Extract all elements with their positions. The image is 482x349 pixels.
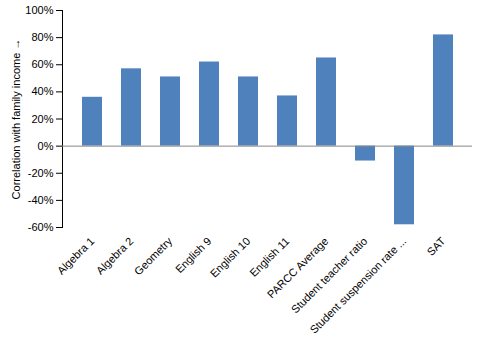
svg-text:Student teacher ratio: Student teacher ratio <box>289 235 370 316</box>
svg-text:Algebra 2: Algebra 2 <box>94 235 136 277</box>
svg-text:0%: 0% <box>38 140 54 152</box>
svg-text:100%: 100% <box>25 4 53 16</box>
svg-text:Algebra 1: Algebra 1 <box>55 235 97 277</box>
svg-text:Student suspension rate ...: Student suspension rate ... <box>307 235 408 336</box>
svg-text:English 11: English 11 <box>247 234 292 279</box>
svg-text:Correlation with family income: Correlation with family income → <box>10 39 22 200</box>
svg-text:-20%: -20% <box>28 167 54 179</box>
svg-text:English 9: English 9 <box>173 235 213 275</box>
svg-text:-40%: -40% <box>28 194 54 206</box>
svg-text:SAT: SAT <box>424 235 447 258</box>
svg-text:-60%: -60% <box>28 221 54 233</box>
svg-text:PARCC Average: PARCC Average <box>264 234 331 301</box>
svg-text:Geometry: Geometry <box>132 234 175 277</box>
svg-text:60%: 60% <box>31 58 53 70</box>
svg-text:40%: 40% <box>31 85 53 97</box>
svg-text:80%: 80% <box>31 31 53 43</box>
svg-text:20%: 20% <box>31 113 53 125</box>
svg-text:English 10: English 10 <box>208 235 253 280</box>
